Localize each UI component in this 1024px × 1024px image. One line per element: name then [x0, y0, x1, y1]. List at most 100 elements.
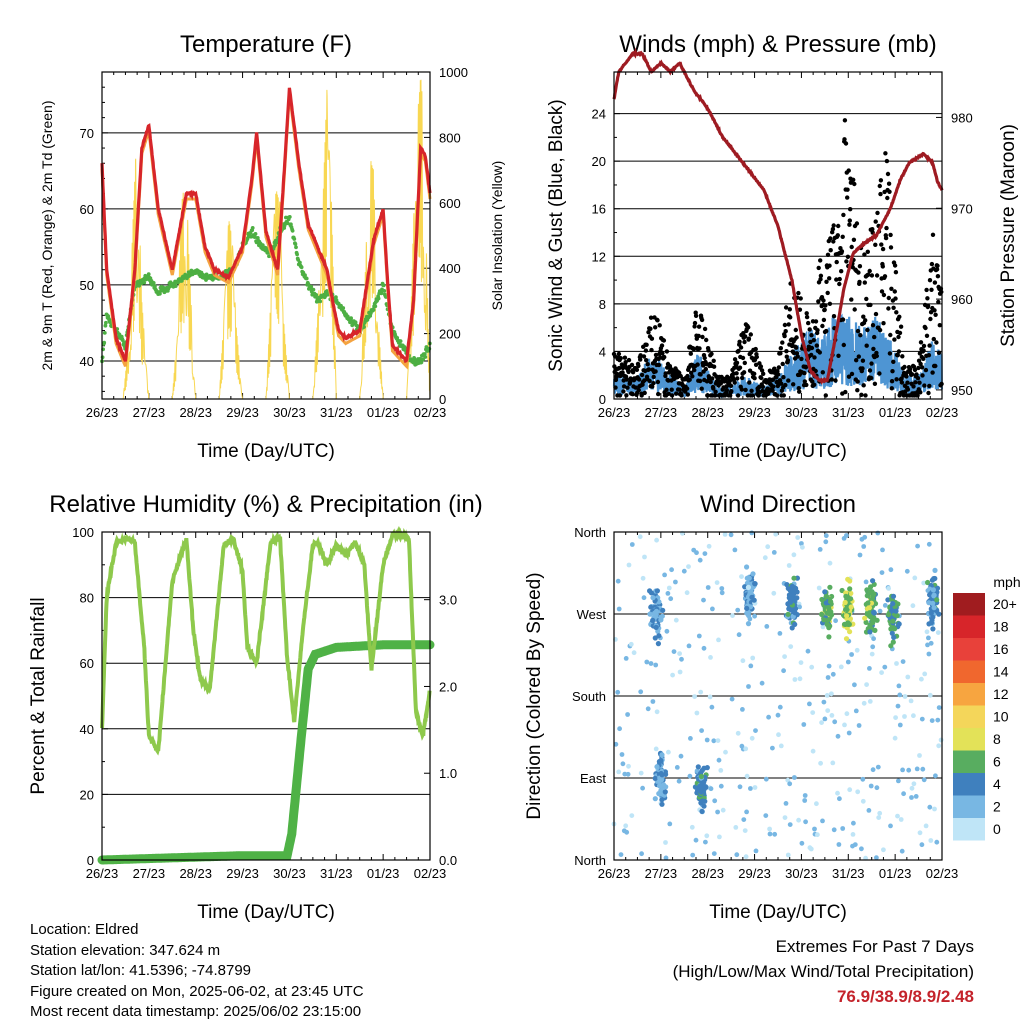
- direction-xlabel: Time (Day/UTC): [709, 902, 847, 923]
- wind-direction-point: [642, 554, 647, 560]
- wind-direction-point: [717, 834, 722, 840]
- dewpoint-point: [168, 280, 173, 285]
- gust-point: [848, 207, 853, 212]
- gust-point: [808, 339, 813, 345]
- wind-direction-point: [730, 613, 735, 618]
- gust-point: [927, 343, 932, 348]
- direction-xtick-label: 29/23: [738, 866, 771, 881]
- extremes-panel: Extremes For Past 7 Days (High/Low/Max W…: [673, 934, 974, 1009]
- gust-point: [750, 393, 755, 398]
- wind-direction-point: [753, 848, 759, 854]
- legend-label: 12: [993, 686, 1009, 702]
- dewpoint-point: [304, 276, 309, 281]
- wind-direction-point: [624, 829, 630, 835]
- wind-direction-point: [851, 820, 856, 826]
- relative-humidity-line: [100, 525, 432, 756]
- gust-point: [709, 351, 714, 357]
- gust-point: [732, 357, 738, 362]
- legend-swatch: [953, 660, 985, 683]
- wind-direction-point: [934, 597, 940, 603]
- humidity-xtick-label: 26/23: [86, 866, 119, 881]
- wind-direction-point: [920, 766, 926, 772]
- wind-direction-point: [891, 634, 897, 641]
- gust-point: [638, 357, 643, 362]
- winds-ytick-label: 24: [592, 107, 606, 122]
- gust-point: [827, 276, 832, 281]
- temperature-frame: [101, 71, 431, 400]
- gust-point: [809, 345, 815, 351]
- gust-point: [621, 384, 627, 389]
- wind-direction-point: [911, 781, 917, 787]
- gust-point: [794, 345, 799, 350]
- gust-point: [797, 389, 802, 394]
- dewpoint-point: [103, 323, 108, 328]
- gust-point: [887, 189, 892, 194]
- gust-point: [891, 359, 896, 364]
- gust-point: [834, 277, 839, 282]
- wind-direction-point: [854, 647, 860, 653]
- gust-point: [811, 338, 816, 343]
- gust-point: [865, 249, 870, 254]
- wind-direction-point: [927, 692, 933, 698]
- gust-point: [925, 303, 931, 308]
- wind-direction-point: [618, 852, 624, 857]
- gust-point: [623, 360, 628, 365]
- wind-direction-point: [653, 662, 659, 668]
- wind-direction-point: [896, 683, 902, 689]
- wind-direction-point: [723, 749, 728, 755]
- wind-direction-point: [890, 601, 896, 607]
- humidity-ytick-label: 80: [80, 591, 94, 606]
- wind-direction-point: [829, 691, 834, 697]
- wind-direction-point: [866, 605, 873, 611]
- winds-xlabel: Time (Day/UTC): [709, 441, 847, 462]
- precipitation-line: [97, 640, 435, 865]
- wind-direction-point: [763, 776, 769, 782]
- temperature-panel: 26/23 27/23 28/23 29/23 30/23 31/23 01/23 02/23…: [39, 31, 505, 462]
- gust-point: [674, 391, 679, 396]
- gust-point: [915, 393, 920, 398]
- wind-direction-point: [650, 617, 656, 624]
- wind-direction-point: [650, 595, 656, 601]
- winds-xtick-label: 26/23: [598, 405, 631, 420]
- wind-direction-point: [712, 798, 718, 804]
- gust-point: [776, 365, 782, 370]
- wind-direction-point: [889, 630, 895, 636]
- temperature-y2tick-label: 200: [439, 327, 461, 342]
- humidity-y2tick-label: 3.0: [439, 593, 457, 608]
- gust-point: [927, 278, 933, 283]
- gust-point: [855, 388, 860, 393]
- gust-point: [708, 379, 713, 385]
- wind-direction-point: [932, 567, 938, 574]
- gust-point: [886, 306, 891, 311]
- wind-direction-point: [662, 789, 668, 795]
- wind-direction-point: [652, 775, 658, 782]
- wind-direction-point: [847, 578, 853, 584]
- wind-direction-point: [616, 769, 622, 775]
- gust-point: [748, 332, 753, 337]
- gust-point: [766, 389, 771, 394]
- gust-point: [734, 371, 739, 376]
- wind-direction-point: [654, 588, 661, 594]
- gust-point: [656, 362, 662, 368]
- wind-direction-point: [885, 611, 892, 618]
- wind-direction-point: [868, 584, 874, 590]
- direction-xtick-label: 30/23: [785, 866, 818, 881]
- gust-point: [679, 393, 684, 398]
- gust-point: [774, 393, 780, 398]
- wind-direction-point: [698, 789, 705, 795]
- gust-point: [897, 314, 902, 319]
- gust-point: [937, 323, 942, 328]
- gust-point: [651, 374, 656, 380]
- wind-direction-point: [749, 530, 755, 536]
- humidity-xlabel: Time (Day/UTC): [197, 902, 335, 923]
- wind-direction-point: [898, 817, 904, 822]
- legend-label: 18: [993, 619, 1009, 635]
- wind-direction-point: [797, 676, 803, 682]
- wind-direction-point: [808, 846, 814, 852]
- gust-point: [818, 277, 823, 282]
- wind-direction-point: [810, 748, 816, 754]
- wind-direction-point: [711, 738, 717, 744]
- wind-direction-point: [856, 723, 862, 728]
- gust-point: [695, 362, 700, 367]
- gust-point: [855, 379, 860, 384]
